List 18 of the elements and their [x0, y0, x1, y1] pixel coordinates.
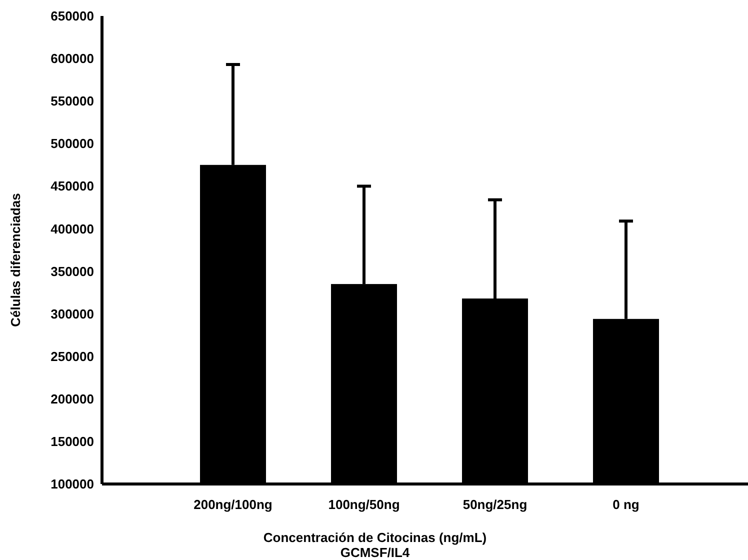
- y-tick-label: 650000: [50, 8, 94, 24]
- x-axis-title: Concentración de Citocinas (ng/mL) GCMSF/IL4: [263, 530, 487, 560]
- y-tick-label: 350000: [50, 264, 94, 279]
- y-tick-label: 250000: [50, 348, 94, 364]
- y-tick-label: 450000: [50, 178, 94, 194]
- x-tick-label: 50ng/25ng: [462, 497, 528, 512]
- y-tick-label: 400000: [50, 221, 94, 236]
- y-tick-label: 300000: [50, 306, 94, 322]
- y-tick-label: 600000: [50, 51, 94, 66]
- x-tick-label: 200ng/100ng: [194, 497, 272, 512]
- y-tick-label: 500000: [50, 136, 94, 152]
- y-tick-label: 150000: [50, 434, 94, 450]
- x-tick-label: 0 ng: [612, 497, 640, 512]
- y-tick-label: 550000: [50, 94, 94, 109]
- y-tick-label: 100000: [50, 476, 94, 492]
- x-tick-label: 100ng/50ng: [328, 497, 400, 512]
- y-axis-title: Células diferenciadas: [8, 193, 23, 327]
- y-tick-label: 200000: [50, 391, 94, 406]
